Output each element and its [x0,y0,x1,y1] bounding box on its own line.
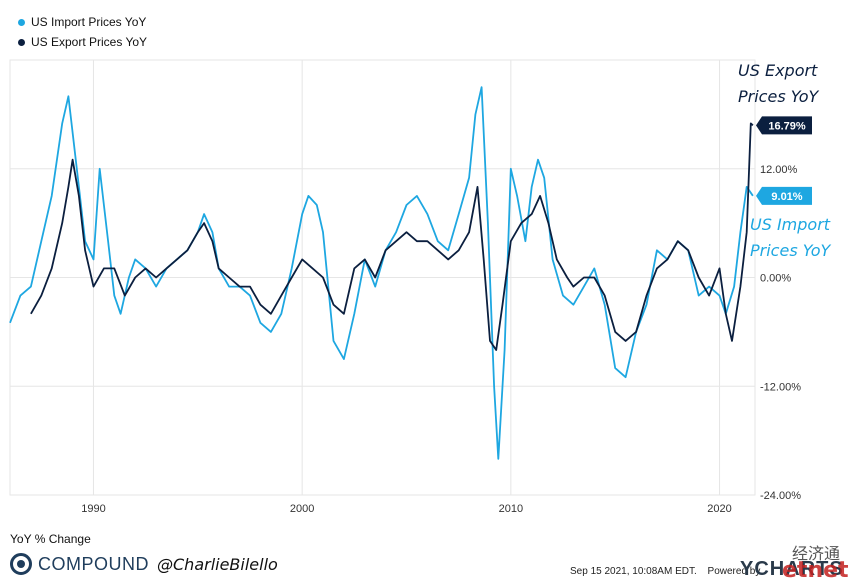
series-line-export [30,122,754,351]
brand-name: COMPOUND [38,553,149,574]
watermark-logo: etnet [782,558,849,583]
legend: US Import Prices YoY US Export Prices Yo… [18,12,147,52]
y-axis-title: YoY % Change [10,532,91,546]
legend-label-import: US Import Prices YoY [31,15,147,29]
annotation-text: US Export [738,61,818,80]
x-tick-label: 2000 [290,503,314,515]
legend-dot-export [18,38,25,46]
x-tick-label: 2010 [499,503,523,515]
ycharts-logo[interactable]: YCHARTS [740,558,844,580]
legend-item-export[interactable]: US Export Prices YoY [18,32,147,52]
x-tick-label: 1990 [81,503,105,515]
end-value-flag-export [756,116,812,135]
brand-handle[interactable]: @CharlieBilello [157,554,278,574]
legend-dot-import [18,18,25,26]
y-tick-label: -24.00% [760,490,801,502]
watermark-text: 经济通 [792,544,841,563]
legend-item-import[interactable]: US Import Prices YoY [18,12,147,32]
end-value-label-import: 9.01% [771,191,802,203]
powered-by: Powered by [707,566,761,577]
y-tick-label: 12.00% [760,164,798,176]
x-tick-label: 2020 [707,503,731,515]
timestamp: Sep 15 2021, 10:08AM EDT. [570,566,697,577]
annotation-text: Prices YoY [738,87,820,106]
y-tick-label: -12.00% [760,381,801,393]
end-value-label-export: 16.79% [768,120,806,132]
compound-logo-icon [10,553,32,575]
end-value-flag-import [756,186,812,205]
brand: COMPOUND @CharlieBilello [10,552,278,576]
legend-label-export: US Export Prices YoY [31,35,148,49]
annotation-text: US Import [750,215,831,234]
series-line-import [9,86,754,460]
footer-meta: Sep 15 2021, 10:08AM EDT. Powered by [570,566,760,577]
annotation-text: Prices YoY [750,241,832,260]
y-tick-label: 0.00% [760,273,791,285]
